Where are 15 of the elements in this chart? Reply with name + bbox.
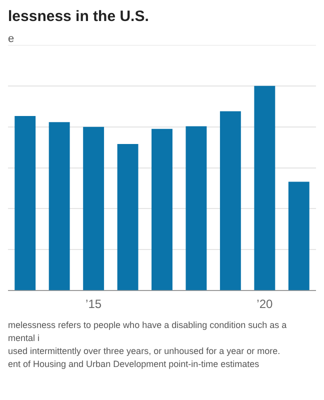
chart-subtitle: e bbox=[8, 33, 16, 45]
x-tick-label: ’15 bbox=[86, 297, 102, 312]
chart-title: lessness in the U.S. bbox=[8, 8, 150, 25]
bar bbox=[254, 86, 276, 290]
bar bbox=[220, 111, 241, 290]
bar bbox=[288, 182, 310, 290]
x-tick-label: ’20 bbox=[256, 297, 273, 312]
bar bbox=[152, 128, 172, 290]
text: ent of Housing and Urban Development point-in-time estimates bbox=[8, 358, 260, 371]
bar bbox=[14, 116, 36, 290]
bar bbox=[117, 144, 138, 290]
text: used intermittently over three years, or unhoused for a year or more. bbox=[8, 345, 282, 358]
bar bbox=[83, 126, 104, 290]
bar bbox=[186, 126, 207, 290]
bar bbox=[48, 122, 70, 290]
